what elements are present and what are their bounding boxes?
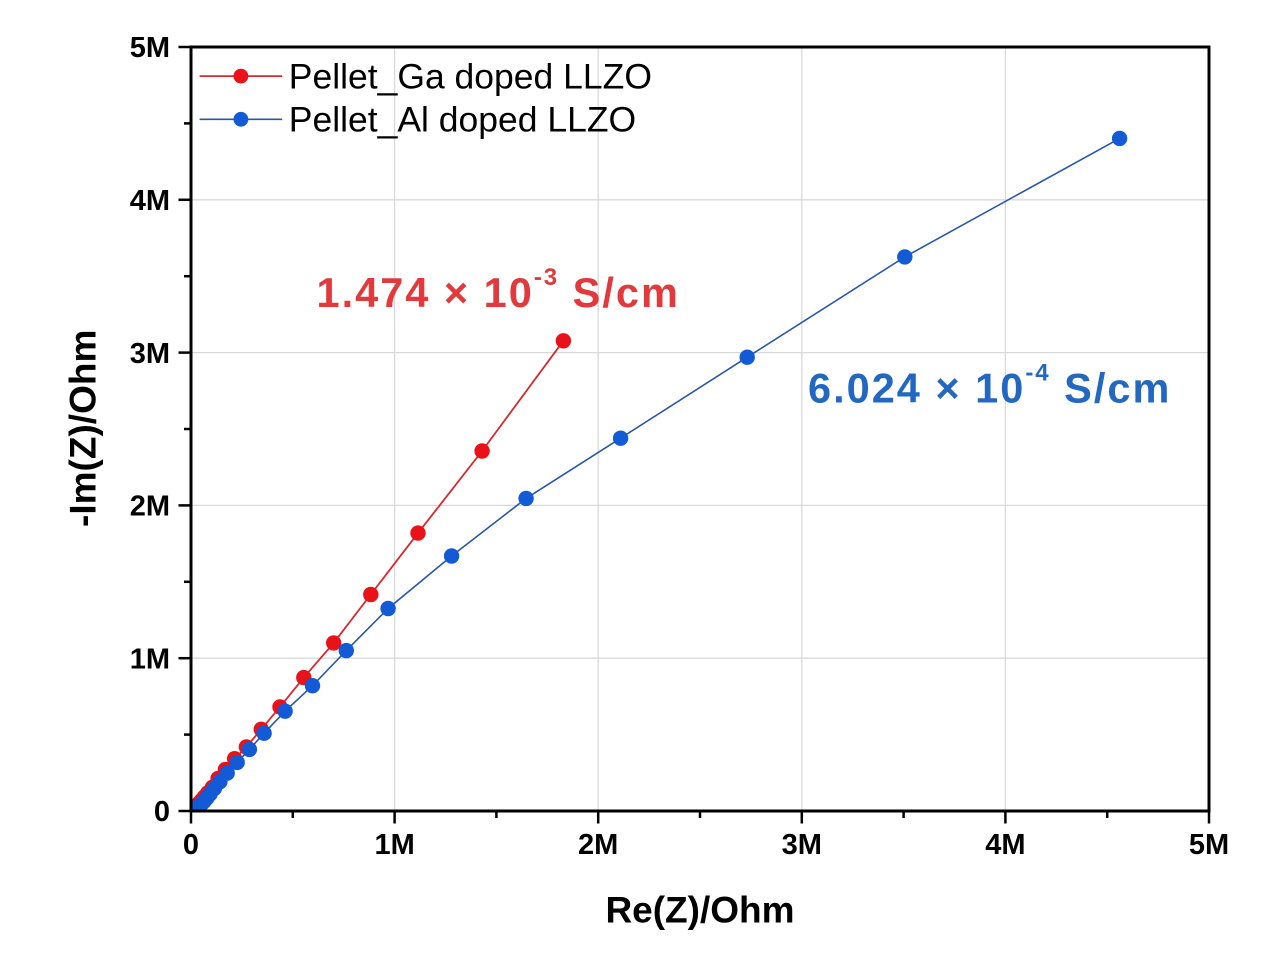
svg-text:2M: 2M xyxy=(130,491,170,523)
svg-text:Pellet_Ga doped LLZO: Pellet_Ga doped LLZO xyxy=(289,56,652,96)
svg-text:0: 0 xyxy=(154,796,170,828)
svg-text:2M: 2M xyxy=(578,829,618,861)
svg-text:Re(Z)/Ohm: Re(Z)/Ohm xyxy=(605,890,794,931)
svg-text:6.024 × 10-4 S/cm: 6.024 × 10-4 S/cm xyxy=(808,360,1171,412)
svg-text:-Im(Z)/Ohm: -Im(Z)/Ohm xyxy=(63,330,104,527)
svg-text:5M: 5M xyxy=(1189,829,1229,861)
svg-text:0: 0 xyxy=(183,829,199,861)
svg-text:1M: 1M xyxy=(374,829,414,861)
svg-text:1M: 1M xyxy=(130,643,170,675)
svg-text:3M: 3M xyxy=(130,338,170,370)
svg-text:4M: 4M xyxy=(130,185,170,217)
svg-text:3M: 3M xyxy=(782,829,822,861)
svg-text:4M: 4M xyxy=(985,829,1025,861)
svg-text:Pellet_Al doped LLZO: Pellet_Al doped LLZO xyxy=(289,100,636,140)
svg-text:1.474 × 10-3 S/cm: 1.474 × 10-3 S/cm xyxy=(317,264,680,316)
svg-text:5M: 5M xyxy=(130,32,170,64)
